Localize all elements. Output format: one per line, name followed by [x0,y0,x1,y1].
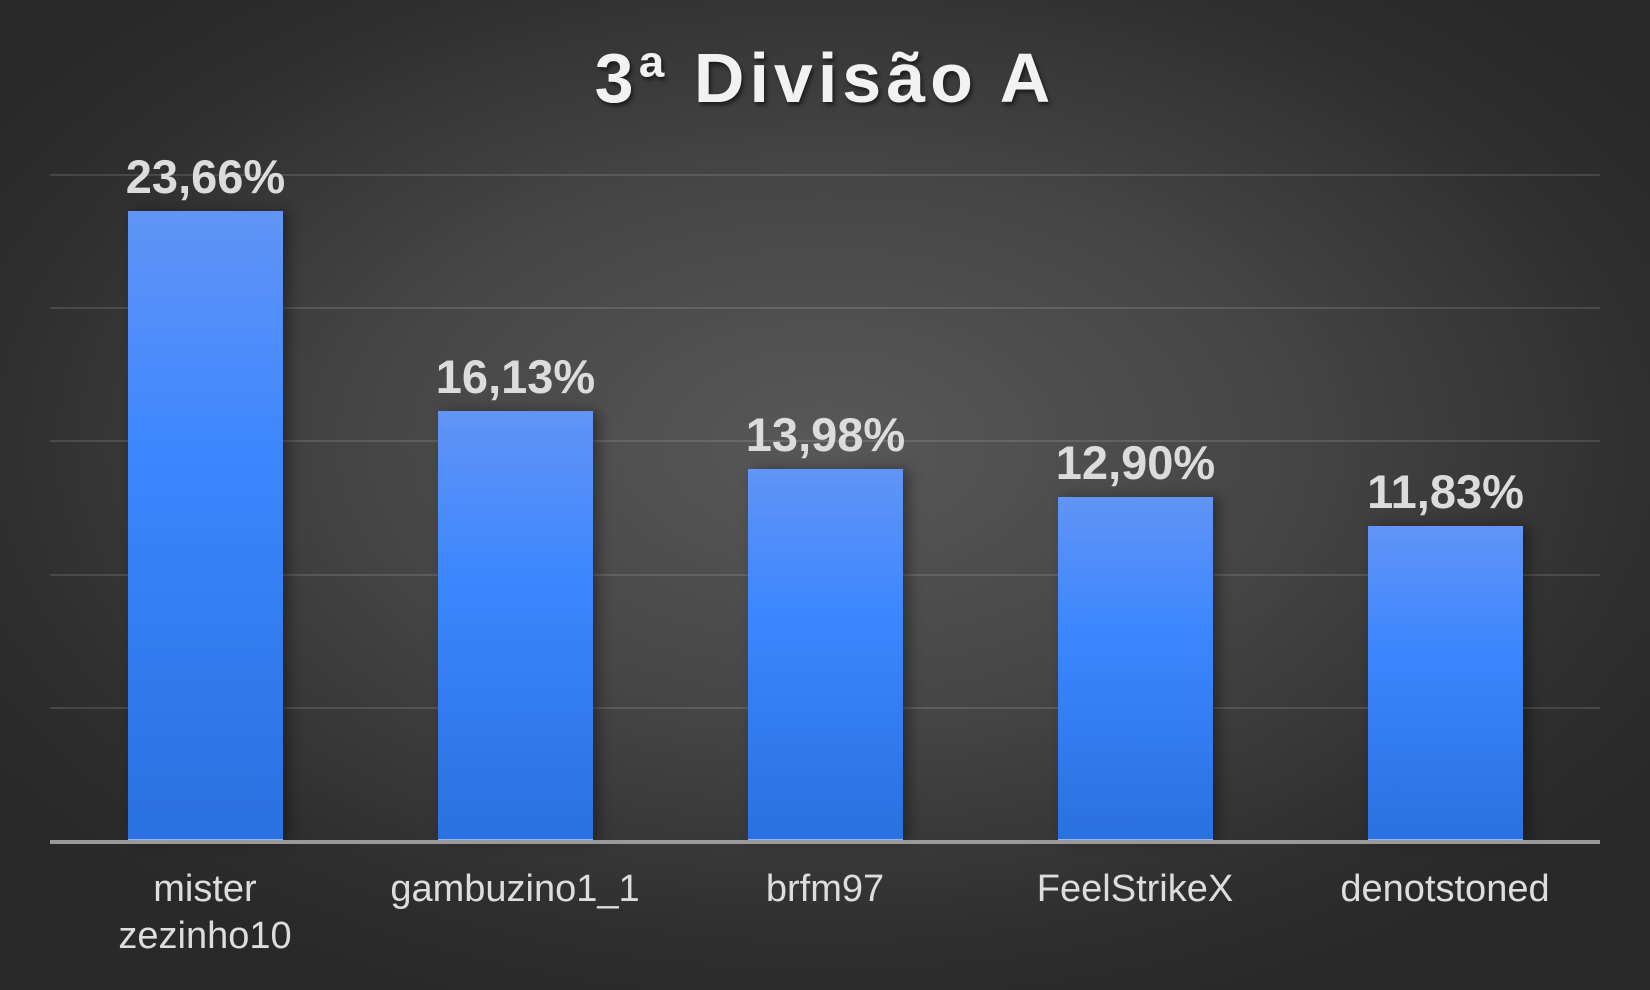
category-label: FeelStrikeX [1036,868,1234,910]
gridline-15 [50,440,1600,442]
category-label: brfm97 [765,868,885,910]
chart-title: 3ª Divisão A [594,39,1056,117]
category-label: denotstoned [1340,868,1550,910]
gridline-25 [50,174,1600,176]
bar [1058,497,1213,841]
bar [748,468,903,842]
plot-area: 23,66% 16,13% 13,98% 12,90% 11,83% mister ze… [50,0,1600,990]
data-label: 23,66% [125,149,286,203]
data-label: 13,98% [745,407,906,461]
data-label: 12,90% [1055,436,1216,490]
bar [128,210,283,842]
gridline-20 [50,307,1600,309]
bar [1368,525,1523,842]
category-label: mister zezinho10 [118,868,292,957]
x-axis-line [50,840,1600,844]
data-label: 11,83% [1367,464,1524,518]
category-label: gambuzino1_1 [390,868,640,910]
data-label: 16,13% [435,350,596,404]
bar [438,411,593,841]
